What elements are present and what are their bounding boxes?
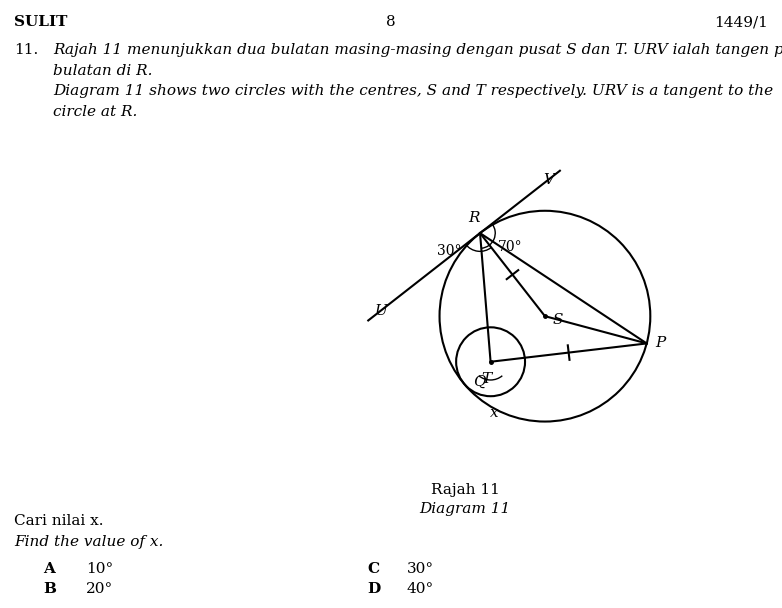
Text: 70°: 70° [498,240,523,254]
Text: A: A [43,562,55,576]
Text: 10°: 10° [86,562,113,576]
Text: 30°: 30° [407,562,434,576]
Text: Rajah 11: Rajah 11 [431,483,500,497]
Text: SULIT: SULIT [14,15,67,29]
Text: Cari nilai x.: Cari nilai x. [14,514,103,528]
Text: 40°: 40° [407,582,434,596]
Text: S: S [552,313,563,327]
Text: C: C [368,562,380,576]
Text: 30°: 30° [437,244,462,258]
Text: V: V [543,173,554,187]
Text: x: x [490,406,499,420]
Text: U: U [375,305,387,319]
Text: 1449/1: 1449/1 [714,15,768,29]
Text: Q: Q [473,375,486,389]
Text: Find the value of x.: Find the value of x. [14,535,163,549]
Text: 8: 8 [386,15,396,29]
Text: circle at R.: circle at R. [53,105,138,119]
Text: bulatan di R.: bulatan di R. [53,64,152,78]
Text: Diagram 11 shows two circles with the centres, S and T respectively. URV is a ta: Diagram 11 shows two circles with the ce… [53,84,773,98]
Text: R: R [468,211,479,225]
Text: D: D [368,582,381,596]
Text: B: B [43,582,56,596]
Text: Diagram 11: Diagram 11 [420,502,511,516]
Text: T: T [482,372,492,386]
Text: 20°: 20° [86,582,113,596]
Text: P: P [655,336,666,350]
Text: 11.: 11. [14,43,38,57]
Text: Rajah 11 menunjukkan dua bulatan masing-masing dengan pusat S dan T. URV ialah t: Rajah 11 menunjukkan dua bulatan masing-… [53,43,782,57]
